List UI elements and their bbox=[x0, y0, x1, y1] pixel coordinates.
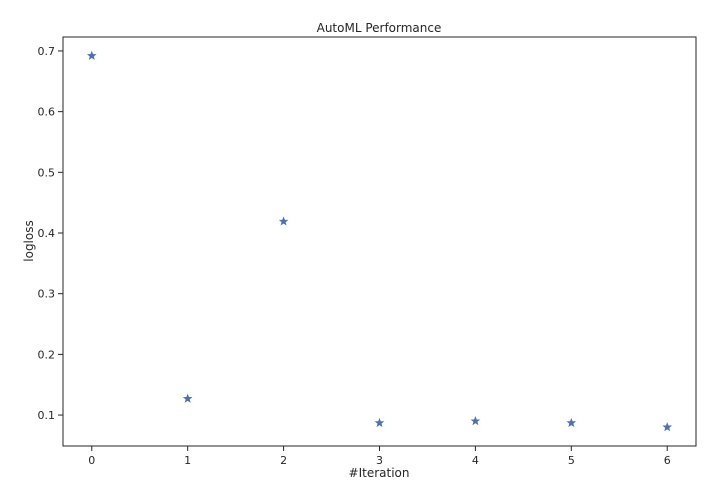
x-axis-label: #Iteration bbox=[349, 466, 410, 480]
x-tick-label: 6 bbox=[664, 454, 671, 467]
data-point-star bbox=[182, 393, 193, 403]
x-tick-label: 5 bbox=[568, 454, 575, 467]
chart-title: AutoML Performance bbox=[317, 21, 442, 35]
x-tick-label: 4 bbox=[472, 454, 479, 467]
data-point-star bbox=[470, 416, 481, 426]
y-tick-label: 0.7 bbox=[38, 45, 56, 58]
data-point-star bbox=[566, 417, 577, 428]
y-tick-label: 0.3 bbox=[38, 288, 56, 301]
data-point-star bbox=[374, 417, 385, 428]
y-tick-label: 0.5 bbox=[38, 166, 56, 179]
data-point-star bbox=[86, 50, 97, 60]
x-tick-label: 3 bbox=[376, 454, 383, 467]
y-tick-label: 0.1 bbox=[38, 409, 56, 422]
data-point-star bbox=[278, 216, 289, 226]
data-point-star bbox=[662, 422, 673, 432]
x-tick-label: 2 bbox=[280, 454, 287, 467]
x-axis: 0 1 2 3 4 5 6 bbox=[88, 446, 671, 467]
y-tick-label: 0.2 bbox=[38, 348, 56, 361]
plot-area bbox=[86, 50, 673, 432]
x-tick-label: 1 bbox=[184, 454, 191, 467]
y-axis: 0.1 0.2 0.3 0.4 0.5 0.6 0.7 bbox=[38, 45, 63, 422]
y-tick-label: 0.4 bbox=[38, 227, 56, 240]
y-axis-label: logloss bbox=[22, 220, 36, 261]
x-tick-label: 0 bbox=[88, 454, 95, 467]
y-tick-label: 0.6 bbox=[38, 106, 56, 119]
